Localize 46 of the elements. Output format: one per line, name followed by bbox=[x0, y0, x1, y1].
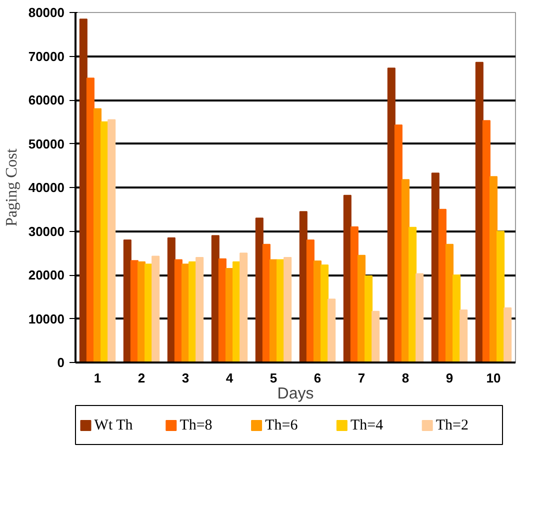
bar bbox=[401, 179, 410, 362]
x-tick-label: 7 bbox=[358, 370, 366, 386]
x-tick-label: 9 bbox=[446, 370, 454, 386]
y-tick-label: 20000 bbox=[28, 268, 65, 282]
bar bbox=[108, 119, 116, 362]
legend-label: Th=8 bbox=[180, 418, 212, 434]
y-tick-label: 80000 bbox=[28, 5, 65, 20]
x-tick-label: 10 bbox=[486, 370, 501, 386]
y-tick-label: 50000 bbox=[28, 136, 65, 152]
x-tick-label: 2 bbox=[138, 370, 146, 386]
x-tick-label: 6 bbox=[314, 370, 322, 386]
x-tick-label: 3 bbox=[182, 370, 190, 386]
bar bbox=[284, 257, 292, 362]
y-tick-label: 30000 bbox=[28, 224, 65, 239]
bar bbox=[482, 120, 490, 362]
y-tick-label: 40000 bbox=[28, 180, 65, 195]
bar bbox=[496, 230, 505, 362]
legend-label: Th=4 bbox=[350, 418, 384, 434]
bar bbox=[196, 257, 204, 362]
bar bbox=[504, 307, 512, 362]
legend-label: Wt Th bbox=[94, 418, 134, 434]
bar bbox=[460, 310, 468, 362]
x-tick-label: 8 bbox=[402, 370, 410, 386]
bar bbox=[489, 176, 498, 362]
legend-label: Th=2 bbox=[436, 418, 469, 434]
bar bbox=[240, 252, 248, 362]
bar bbox=[152, 256, 160, 362]
bar bbox=[328, 298, 336, 362]
x-tick-label: 4 bbox=[226, 370, 234, 386]
legend-label: Th=6 bbox=[265, 418, 298, 434]
bar bbox=[445, 244, 454, 362]
bar bbox=[320, 264, 329, 362]
bar bbox=[452, 274, 461, 362]
y-tick-label: 0 bbox=[57, 355, 65, 370]
y-tick-label: 60000 bbox=[28, 92, 65, 108]
bar bbox=[394, 124, 402, 362]
x-axis-title: Days bbox=[277, 386, 314, 402]
y-tick-label: 70000 bbox=[28, 48, 65, 64]
bar bbox=[416, 273, 424, 362]
y-tick-label: 10000 bbox=[28, 311, 65, 326]
bar bbox=[364, 275, 373, 362]
x-tick-label: 1 bbox=[94, 370, 102, 386]
y-axis-title: Paging Cost bbox=[3, 148, 20, 226]
bar bbox=[372, 310, 380, 362]
x-tick-label: 5 bbox=[270, 370, 278, 386]
bar bbox=[408, 226, 417, 362]
